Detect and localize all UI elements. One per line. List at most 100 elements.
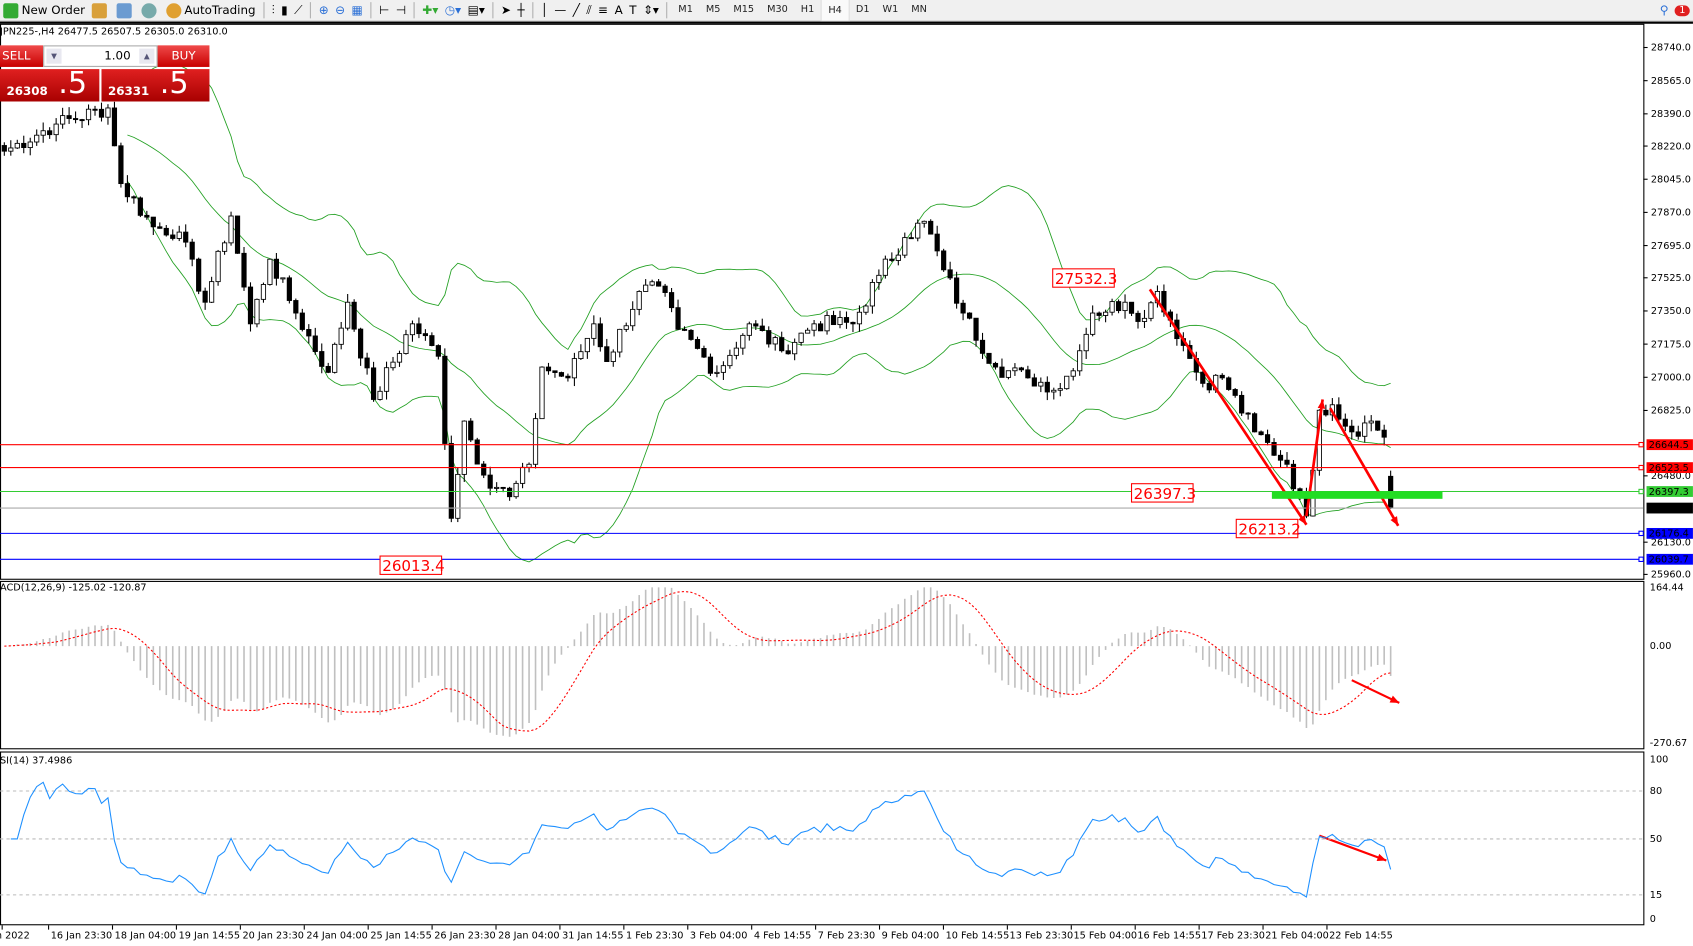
line-handle[interactable]	[1638, 488, 1644, 495]
autotrading-button[interactable]: AutoTrading	[163, 0, 259, 21]
candle	[209, 281, 215, 303]
candle	[364, 357, 370, 369]
templates-button[interactable]: ▤▾	[467, 3, 485, 18]
zoom-out-button[interactable]: ⊖	[335, 3, 346, 18]
timeframe-h4[interactable]: H4	[820, 0, 850, 22]
trend-arrow[interactable]	[1329, 407, 1400, 527]
timeframe-m30[interactable]: M30	[767, 3, 788, 15]
candle	[1135, 312, 1141, 322]
candle	[656, 281, 662, 287]
horizontal-line-tool[interactable]: —	[554, 3, 567, 18]
candle	[254, 298, 260, 325]
candle	[876, 274, 882, 283]
price-axis-label: 28565.0	[1651, 76, 1691, 87]
candle	[507, 487, 513, 498]
cursor-tool[interactable]: ➤	[500, 3, 511, 18]
trend-arrow-head	[1298, 515, 1307, 525]
bar-chart-button[interactable]: ⫶	[271, 2, 275, 17]
crosshair-tool[interactable]: ┼	[517, 3, 525, 18]
candle	[928, 220, 934, 235]
indicators-button[interactable]: ✚▾	[422, 3, 439, 18]
sell-button[interactable]: SELL	[0, 45, 44, 67]
candle	[552, 370, 558, 373]
candle	[727, 354, 733, 367]
new-order-button[interactable]: New Order	[0, 0, 88, 21]
candle	[27, 141, 33, 149]
arrows-tool[interactable]: ⇕▾	[642, 3, 659, 18]
notifications-button[interactable]: 1	[1672, 0, 1693, 21]
fibonacci-tool[interactable]: ≡	[598, 3, 609, 18]
rsi-axis-label: 0	[1650, 914, 1656, 925]
volume-up-icon[interactable]: ▲	[139, 48, 155, 64]
candle	[105, 107, 111, 118]
candle	[513, 482, 519, 498]
price-annotation[interactable]	[379, 555, 443, 575]
signals-button[interactable]	[138, 0, 163, 21]
timeframe-m15[interactable]: M15	[733, 3, 755, 15]
time-axis-label: 17 Feb 23:30	[1201, 930, 1265, 941]
candle	[396, 353, 403, 363]
timeframe-m1[interactable]: M1	[678, 3, 693, 15]
periods-button[interactable]: ◷▾	[444, 3, 462, 18]
price-axis-label: 28390.0	[1651, 109, 1691, 120]
time-axis-label: 24 Jan 04:00	[306, 930, 367, 941]
line-chart-button[interactable]: ⟋	[294, 2, 303, 17]
new-order-label: New Order	[21, 3, 86, 18]
timeframe-m5[interactable]: M5	[705, 3, 721, 15]
price-annotation[interactable]	[1130, 483, 1194, 503]
line-handle[interactable]	[1638, 441, 1644, 448]
timeframe-d1[interactable]: D1	[855, 3, 870, 15]
market-watch-button[interactable]	[113, 0, 138, 21]
candlestick-button[interactable]: ▮	[281, 3, 288, 18]
search-button[interactable]: ⚲	[1659, 3, 1669, 18]
autoscroll-button[interactable]: ⊢	[378, 3, 390, 18]
volume-value: 1.00	[104, 48, 131, 63]
candle	[902, 237, 908, 256]
line-handle[interactable]	[1638, 530, 1644, 537]
candle	[47, 130, 53, 136]
rsi-arrow[interactable]	[1319, 834, 1387, 862]
zoom-in-button[interactable]: ⊕	[318, 3, 329, 18]
trend-arrow[interactable]	[1148, 288, 1308, 526]
price-axis-label: 27525.0	[1651, 273, 1691, 284]
equidistant-channel-tool[interactable]: ⫽	[586, 2, 592, 17]
text-label-tool[interactable]: T	[629, 3, 637, 18]
price-axis-label: 26130.0	[1651, 537, 1691, 548]
candle	[260, 284, 267, 300]
candle	[79, 119, 85, 122]
divider	[263, 2, 265, 19]
candle	[811, 323, 817, 331]
timeframe-h1[interactable]: H1	[800, 3, 815, 15]
price-annotation[interactable]	[1235, 518, 1299, 539]
vertical-line-tool[interactable]: │	[540, 3, 548, 18]
text-tool[interactable]: A	[614, 3, 623, 18]
candle	[1051, 389, 1057, 393]
candle	[118, 145, 124, 185]
trendline-tool[interactable]: ╱	[572, 3, 580, 18]
divider	[666, 2, 668, 19]
ask-price[interactable]: 26331 .5	[101, 65, 210, 102]
toolbar: New Order AutoTrading ⫶ ▮ ⟋ ⊕ ⊖ ▦ ⊢ ⊣ ✚▾…	[0, 0, 1693, 22]
line-handle[interactable]	[1638, 556, 1644, 562]
volume-input[interactable]: ▼ 1.00 ▲	[43, 45, 158, 67]
timeframe-w1[interactable]: W1	[882, 3, 899, 15]
candle	[532, 418, 539, 465]
bid-price[interactable]: 26308 .5	[0, 65, 100, 102]
price-annotation[interactable]	[1052, 268, 1115, 288]
chart-shift-button[interactable]: ⊣	[395, 3, 407, 18]
candle	[455, 473, 461, 519]
volume-down-icon[interactable]: ▼	[46, 48, 62, 64]
candle	[740, 334, 746, 349]
metaeditor-button[interactable]	[88, 0, 113, 21]
buy-button[interactable]: BUY	[157, 45, 210, 67]
candle	[1031, 377, 1037, 387]
divider	[532, 2, 534, 19]
tile-windows-button[interactable]: ▦	[351, 3, 363, 18]
timeframe-mn[interactable]: MN	[911, 3, 927, 15]
price-annotation-text: 26013.4	[382, 557, 444, 575]
line-handle[interactable]	[1638, 464, 1644, 471]
candle	[422, 333, 428, 337]
support-zone-marker[interactable]	[1271, 491, 1443, 499]
